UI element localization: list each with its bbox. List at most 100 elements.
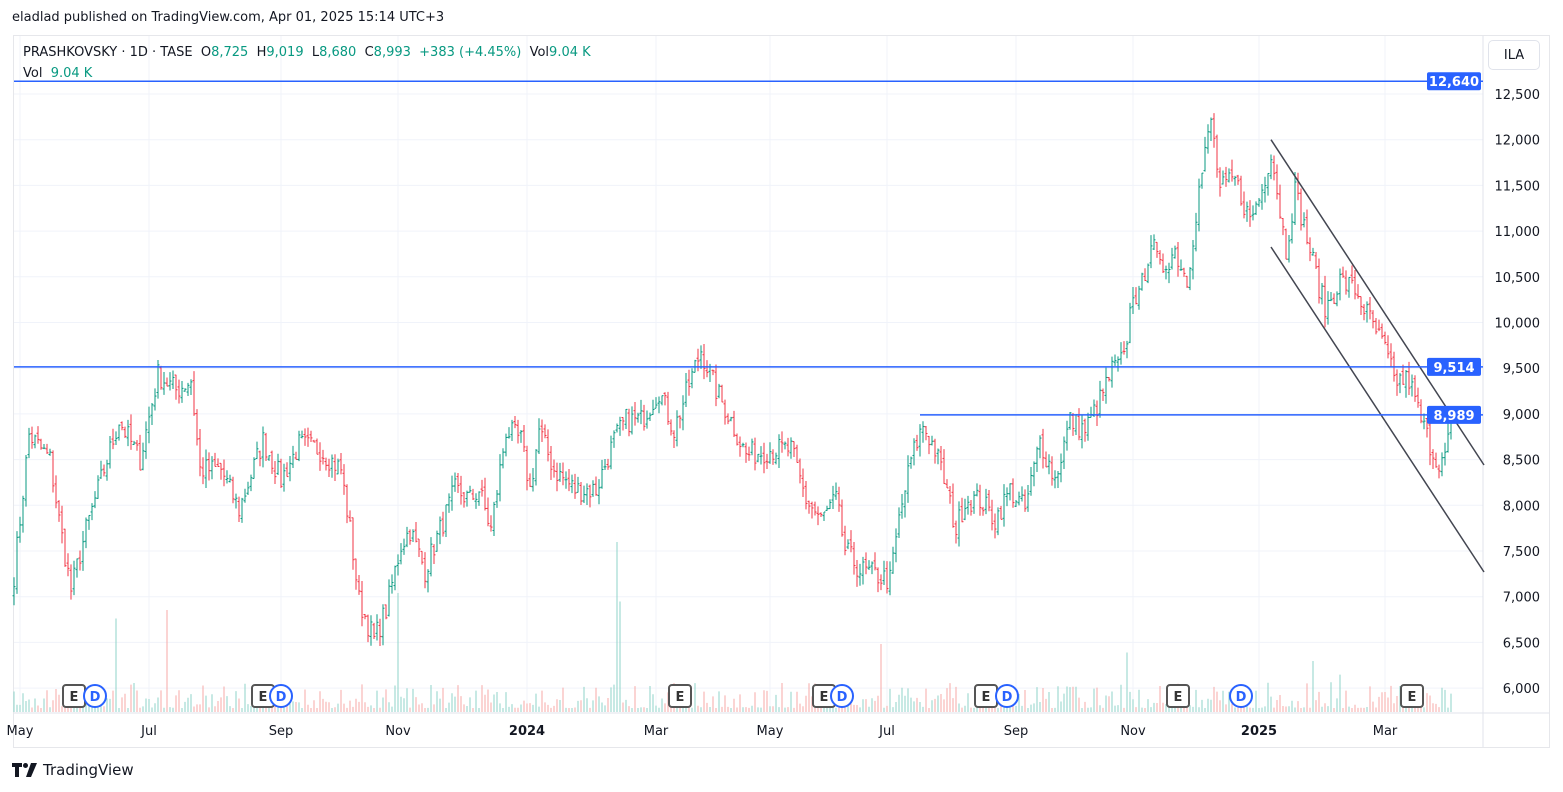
level-price-label: 12,640 xyxy=(1429,75,1479,90)
dividend-event-marker[interactable]: D xyxy=(830,684,854,708)
ohlc-bar xyxy=(984,488,988,515)
ohlc-bar xyxy=(1380,323,1384,339)
earnings-event-marker[interactable]: E xyxy=(668,684,692,708)
ohlc-bar xyxy=(807,500,811,514)
ohlc-bar xyxy=(276,453,280,476)
ohlc-bar xyxy=(432,544,436,565)
ohlc-bar xyxy=(222,459,226,487)
dividend-event-marker[interactable]: D xyxy=(269,684,293,708)
ohlc-bar xyxy=(657,396,661,414)
ohlc-bar xyxy=(912,438,916,466)
ohlc-bar xyxy=(1341,266,1345,278)
ohlc-bar xyxy=(195,409,199,446)
ohlc-bar xyxy=(237,496,241,523)
ohlc-bar xyxy=(726,413,730,425)
event-letter: E xyxy=(982,690,991,705)
ohlc-bar xyxy=(1074,414,1078,436)
ohlc-bar xyxy=(882,560,886,586)
ohlc-bar xyxy=(639,399,643,425)
ohlc-bar xyxy=(426,569,430,593)
ohlc-bar xyxy=(1410,374,1414,397)
ohlc-bar xyxy=(498,454,502,502)
volume-legend[interactable]: Vol 9.04 K xyxy=(23,66,92,81)
ohlc-bar xyxy=(1428,418,1432,466)
channel-lower-trend-line xyxy=(1270,246,1485,573)
ohlc-bar xyxy=(1191,239,1195,280)
y-tick-label: 9,000 xyxy=(1503,408,1540,423)
ohlc-bar xyxy=(201,457,205,485)
ohlc-bar xyxy=(450,475,454,511)
ohlc-bar xyxy=(42,444,46,450)
dividend-event-marker[interactable]: D xyxy=(995,684,1019,708)
earnings-event-marker[interactable]: E xyxy=(62,684,86,708)
ohlc-bar xyxy=(612,430,616,448)
ohlc-bar xyxy=(1338,268,1342,301)
publisher-line: eladlad published on TradingView.com, Ap… xyxy=(12,10,445,25)
earnings-icon xyxy=(668,684,692,708)
ohlc-bar xyxy=(204,449,208,489)
ohlc-bar xyxy=(123,426,127,438)
ohlc-bar xyxy=(654,397,658,409)
ohlc-bar xyxy=(552,459,556,478)
earnings-event-marker[interactable]: E xyxy=(974,684,998,708)
ohlc-bar xyxy=(483,477,487,511)
ohlc-bar xyxy=(477,491,481,506)
ohlc-bar xyxy=(1368,296,1372,320)
ohlc-bar xyxy=(1251,205,1255,221)
ohlc-bar xyxy=(270,450,274,474)
ohlc-bar xyxy=(633,401,637,426)
ohlc-bar xyxy=(828,499,832,510)
ohlc-bar xyxy=(729,416,733,422)
ohlc-bar xyxy=(447,493,451,513)
ohlc-bar xyxy=(867,560,871,571)
ohlc-bar xyxy=(1257,197,1261,207)
ohlc-bar xyxy=(267,455,271,461)
ohlc-bar xyxy=(546,429,550,462)
ohlc-bar xyxy=(804,480,808,510)
ohlc-bar xyxy=(636,412,640,423)
ohlc-bar xyxy=(1155,241,1159,258)
ohlc-bar xyxy=(1233,175,1237,186)
ohlc-bar xyxy=(18,516,22,543)
earnings-event-marker[interactable]: E xyxy=(1166,684,1190,708)
ohlc-bar xyxy=(798,458,802,484)
ohlc-bar xyxy=(684,373,688,407)
ohlc-bar xyxy=(309,430,313,442)
ohlc-bar xyxy=(609,435,613,470)
earnings-event-marker[interactable]: E xyxy=(812,684,836,708)
ohlc-bar xyxy=(507,427,511,439)
ohlc-bar xyxy=(216,458,220,467)
ohlc-bar xyxy=(774,452,778,465)
earnings-event-marker[interactable]: E xyxy=(1400,684,1424,708)
ohlc-bar xyxy=(768,442,772,464)
currency-button[interactable]: ILA xyxy=(1488,40,1540,70)
ohlc-bar xyxy=(360,581,364,627)
tradingview-logo-icon xyxy=(12,763,37,777)
tradingview-brand[interactable]: TradingView xyxy=(12,761,134,779)
ohlc-bar xyxy=(618,416,622,436)
level-price-badge xyxy=(1427,405,1481,424)
ohlc-bar xyxy=(1323,275,1327,328)
dividend-event-marker[interactable]: D xyxy=(1229,684,1253,708)
ohlc-bar xyxy=(417,538,421,558)
ohlc-bar xyxy=(1161,253,1165,273)
ohlc-bar xyxy=(999,505,1003,520)
ohlc-bar xyxy=(504,433,508,457)
ohlc-bar xyxy=(600,459,604,489)
ohlc-bar xyxy=(705,360,709,378)
dividend-event-marker[interactable]: D xyxy=(83,684,107,708)
ohlc-bar xyxy=(1359,296,1363,316)
ohlc-bar xyxy=(780,431,784,453)
symbol-label[interactable]: PRASHKOVSKY · 1D · TASE xyxy=(23,45,193,60)
ohlc-bar xyxy=(378,618,382,647)
ohlc-bar xyxy=(1065,420,1069,451)
ohlc-bar xyxy=(1167,262,1171,284)
ohlc-bar xyxy=(1020,486,1024,502)
level-price-badge xyxy=(1427,72,1481,91)
ohlc-bar xyxy=(480,479,484,497)
ohlc-bar xyxy=(282,463,286,492)
event-letter: D xyxy=(1236,690,1247,705)
ohlc-bar xyxy=(1137,285,1141,310)
ohlc-bar xyxy=(822,511,826,522)
